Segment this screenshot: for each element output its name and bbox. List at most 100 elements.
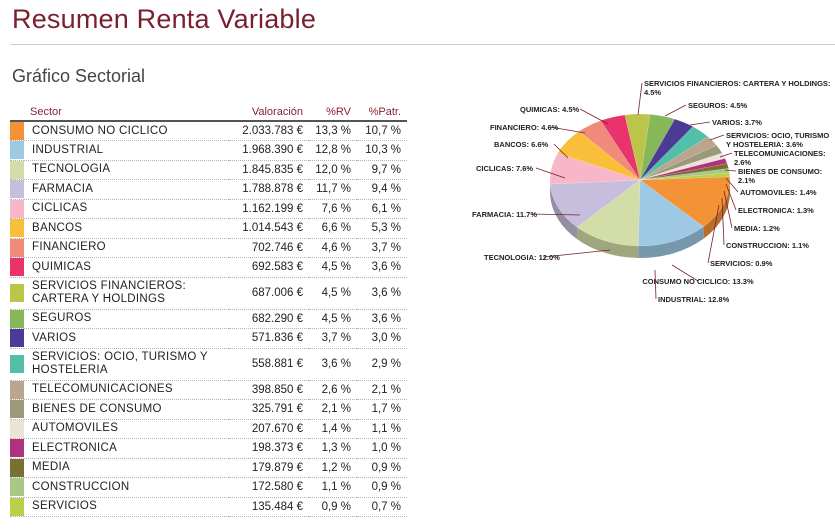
pie-data-label: MEDIA: 1.2% xyxy=(734,224,780,233)
pie-data-label: CONSTRUCCION: 1.1% xyxy=(726,241,809,250)
pie-label-leader xyxy=(535,167,566,179)
sector-color-swatch xyxy=(10,348,24,381)
pie-side-walls xyxy=(550,180,730,258)
patr-percent-value: 1,7 % xyxy=(357,399,408,420)
table-row: SERVICIOS: OCIO, TURISMO Y HOSTELERIA 558… xyxy=(10,348,408,381)
color-swatch xyxy=(10,238,24,257)
sector-color-swatch xyxy=(10,399,24,420)
valoracion-value: 198.373 € xyxy=(229,438,310,459)
pie-label-leader xyxy=(689,121,711,126)
valoracion-value: 571.836 € xyxy=(229,328,310,349)
sector-name: TELECOMUNICACIONES xyxy=(24,380,230,400)
sector-name: VARIOS xyxy=(24,328,230,349)
rv-percent-value: 1,3 % xyxy=(309,438,358,459)
pie-slice[interactable] xyxy=(578,120,641,181)
pie-data-label: TECNOLOGIA: 12.0% xyxy=(484,253,560,262)
rv-percent-value: 2,1 % xyxy=(309,399,358,420)
sector-color-swatch xyxy=(10,121,24,141)
rv-percent-value: 4,5 % xyxy=(309,257,358,278)
pie-slice[interactable] xyxy=(639,126,709,181)
pie-chart-svg: CONSUMO NO CICLICO: 13.3% INDUSTRIAL: 12.… xyxy=(472,79,830,304)
sector-name: MEDIA xyxy=(24,458,230,478)
pie-label-leader xyxy=(637,82,643,116)
pie-label-leader xyxy=(531,213,581,216)
pie-data-label: SERVICIOS: OCIO, TURISMO Y HOSTELERIA: 3.… xyxy=(726,131,829,149)
pie-slice[interactable] xyxy=(638,179,705,247)
sector-name: BANCOS xyxy=(24,218,230,239)
table-row: TELECOMUNICACIONES 398.850 €2,6 % 2,1 % xyxy=(10,380,408,400)
valoracion-value: 398.850 € xyxy=(229,380,310,400)
color-swatch xyxy=(10,258,24,277)
pie-data-label: QUIMICAS: 4.5% xyxy=(520,105,580,114)
sector-name: ELECTRONICA xyxy=(24,438,230,459)
patr-percent-value: 6,1 % xyxy=(357,199,408,219)
title-divider xyxy=(10,44,835,45)
table-row: CONSTRUCCION 172.580 €1,1 % 0,9 % xyxy=(10,477,408,498)
color-swatch xyxy=(10,478,24,497)
table-row: FARMACIA 1.788.878 €11,7 % 9,4 % xyxy=(10,179,408,200)
pie-data-label: FINANCIERO: 4.6% xyxy=(490,123,559,132)
valoracion-value: 325.791 € xyxy=(229,399,310,420)
pie-slice[interactable] xyxy=(557,131,641,181)
table-body: CONSUMO NO CICLICO 2.033.783 €13,3 % 10,7 … xyxy=(10,121,408,517)
sector-color-swatch xyxy=(10,179,24,200)
pie-label-leader xyxy=(671,264,699,282)
sector-name: SERVICIOS: OCIO, TURISMO Y HOSTELERIA xyxy=(24,348,230,381)
pie-slice-side xyxy=(577,227,639,258)
column-header-valoracion[interactable]: Valoración xyxy=(229,104,310,122)
pie-slice[interactable] xyxy=(576,179,641,247)
pie-data-label: VARIOS: 3.7% xyxy=(712,118,762,127)
pie-slice[interactable] xyxy=(639,114,676,181)
table-row: INDUSTRIAL 1.968.390 €12,8 % 10,3 % xyxy=(10,140,408,161)
sector-name: FINANCIERO xyxy=(24,238,230,258)
pie-data-label: AUTOMOVILES: 1.4% xyxy=(740,188,817,197)
pie-slice[interactable] xyxy=(639,158,728,181)
sector-pie-chart: CONSUMO NO CICLICO: 13.3% INDUSTRIAL: 12.… xyxy=(440,70,835,320)
pie-label-leader xyxy=(709,134,725,141)
sector-name: BIENES DE CONSUMO xyxy=(24,399,230,420)
pie-slice[interactable] xyxy=(639,118,694,181)
column-header-patr[interactable]: %Patr. xyxy=(357,104,408,122)
pie-slice[interactable] xyxy=(639,136,718,181)
sector-color-swatch xyxy=(10,160,24,180)
rv-percent-value: 6,6 % xyxy=(309,218,358,239)
color-swatch xyxy=(10,122,24,140)
patr-percent-value: 3,6 % xyxy=(357,309,408,329)
pie-slice[interactable] xyxy=(549,179,641,228)
sector-name: SERVICIOS FINANCIEROS: CARTERA Y HOLDING… xyxy=(24,277,230,310)
column-header-sector[interactable]: Sector xyxy=(10,104,230,122)
sector-name: INDUSTRIAL xyxy=(24,140,230,161)
pie-slice[interactable] xyxy=(624,113,651,181)
color-swatch xyxy=(10,400,24,419)
color-swatch xyxy=(10,419,24,438)
patr-percent-value: 2,9 % xyxy=(357,348,408,381)
rv-percent-value: 1,1 % xyxy=(309,477,358,498)
valoracion-value: 135.484 € xyxy=(229,497,310,517)
pie-slice[interactable] xyxy=(639,145,723,181)
patr-percent-value: 0,7 % xyxy=(357,497,408,517)
valoracion-value: 702.746 € xyxy=(229,238,310,258)
pie-slice[interactable] xyxy=(639,172,731,181)
pie-slice[interactable] xyxy=(600,114,641,181)
sector-color-swatch xyxy=(10,328,24,349)
sector-color-swatch xyxy=(10,309,24,329)
rv-percent-value: 4,5 % xyxy=(309,309,358,329)
table-row: CICLICAS 1.162.199 €7,6 % 6,1 % xyxy=(10,199,408,219)
rv-percent-value: 13,3 % xyxy=(309,121,358,141)
pie-slice[interactable] xyxy=(639,176,731,227)
pie-data-label: INDUSTRIAL: 12.8% xyxy=(658,295,730,304)
patr-percent-value: 3,0 % xyxy=(357,328,408,349)
valoracion-value: 1.845.835 € xyxy=(229,160,310,180)
valoracion-value: 558.881 € xyxy=(229,348,310,381)
color-swatch xyxy=(10,284,24,302)
table-row: TECNOLOGIA 1.845.835 €12,0 % 9,7 % xyxy=(10,160,408,180)
sector-name: CONSTRUCCION xyxy=(24,477,230,498)
patr-percent-value: 1,0 % xyxy=(357,438,408,459)
sector-color-swatch xyxy=(10,218,24,239)
table-row: BANCOS 1.014.543 €6,6 % 5,3 % xyxy=(10,218,408,239)
pie-slice[interactable] xyxy=(639,163,729,181)
column-header-rv[interactable]: %RV xyxy=(309,104,358,122)
pie-data-label: TELECOMUNICACIONES: 2.6% xyxy=(734,149,826,167)
pie-slice[interactable] xyxy=(549,153,641,185)
sector-name: CONSUMO NO CICLICO xyxy=(24,121,230,141)
